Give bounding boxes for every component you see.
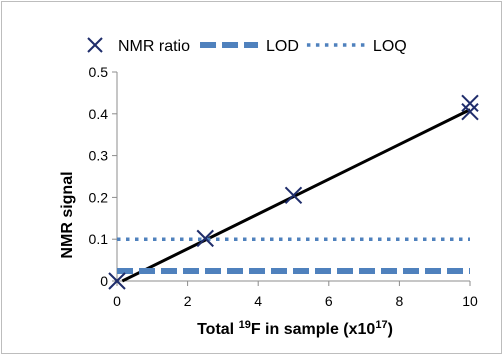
data-point — [284, 186, 303, 205]
data-point — [461, 94, 479, 113]
x-axis-title-sup1: 19 — [239, 319, 251, 331]
y-axis-title: NMR signal — [59, 171, 76, 258]
chart-frame — [1, 1, 502, 354]
x-axis-title-pre: Total — [197, 321, 238, 338]
y-tick-label: 0.3 — [89, 148, 109, 164]
y-tick-label: 0.1 — [89, 231, 109, 247]
y-tick-label: 0.4 — [89, 106, 109, 122]
x-axis-title-post: ) — [388, 321, 393, 338]
data-point — [108, 272, 126, 290]
x-axis-title: Total 19F in sample (x1017) — [197, 319, 393, 338]
legend-marker — [87, 37, 103, 53]
data-point-stroke — [461, 94, 479, 113]
x-tick-label: 2 — [184, 293, 192, 309]
data-point-stroke — [108, 272, 126, 290]
data-point — [196, 229, 214, 248]
legend-label: NMR ratio — [118, 38, 190, 55]
legend: NMR ratio LOD LOQ — [87, 37, 407, 55]
legend-item: NMR ratio — [87, 37, 190, 55]
x-axis-title-mid: F in sample (x10 — [251, 321, 376, 338]
x-tick-label: 0 — [113, 293, 121, 309]
data-point — [461, 103, 479, 121]
x-tick-label: 10 — [462, 293, 478, 309]
legend-label: LOD — [266, 38, 299, 55]
y-tick-label: 0.5 — [89, 64, 109, 80]
x-tick-label: 8 — [396, 293, 404, 309]
legend-item: LOD — [200, 38, 299, 55]
plot-area: 0 0.1 0.2 0.3 0.4 0.5 0 2 4 6 8 10 — [89, 64, 479, 309]
data-point-stroke — [284, 186, 303, 205]
y-tick-label: 0.2 — [89, 189, 109, 205]
x-tick-label: 6 — [325, 293, 333, 309]
data-point-stroke — [196, 229, 214, 248]
legend-item: LOQ — [306, 38, 407, 55]
trendline — [121, 108, 471, 283]
x-tick-label: 4 — [254, 293, 262, 309]
legend-label: LOQ — [373, 38, 407, 55]
data-point-stroke — [461, 103, 479, 121]
y-tick-label: 0 — [100, 273, 108, 289]
x-axis-title-sup2: 17 — [375, 319, 387, 331]
